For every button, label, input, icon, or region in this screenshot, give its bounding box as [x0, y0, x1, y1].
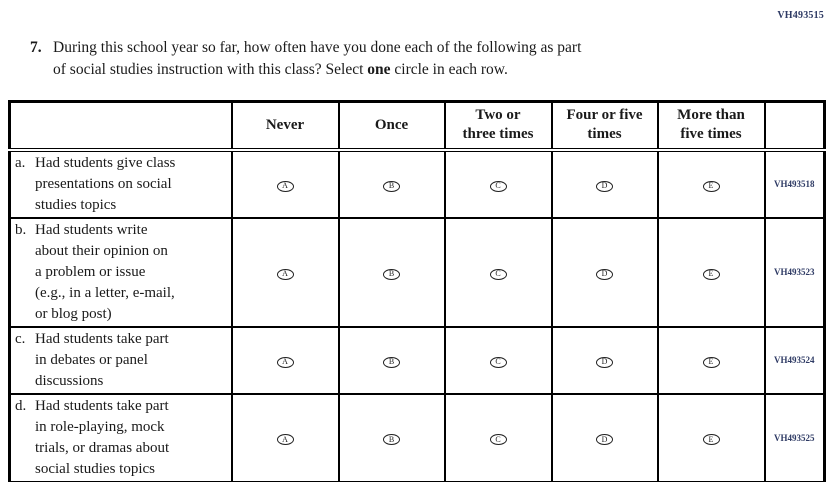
row-c-option-b-circle[interactable]: B: [383, 356, 400, 368]
header-row: Never Once Two or three times Four or fi…: [8, 100, 826, 152]
table-row-b: b. Had students write about their opinion…: [8, 216, 826, 328]
row-b-label: b. Had students write about their opinion…: [8, 216, 233, 328]
page-form-code: VH493515: [777, 10, 824, 21]
row-d-cell-once: B: [337, 392, 446, 482]
row-b-cell-two-three: C: [443, 216, 553, 328]
row-c-option-a-circle[interactable]: A: [276, 356, 294, 368]
header-empty-label: [8, 100, 233, 152]
row-c-cell-two-three: C: [443, 325, 553, 395]
row-d-option-c-circle[interactable]: C: [489, 434, 507, 445]
row-d-label: d. Had students take part in role-playing…: [8, 392, 233, 482]
row-d-cell-more-five: E: [656, 392, 766, 482]
row-c-option-c-circle[interactable]: C: [489, 356, 507, 368]
row-d-cell-two-three: C: [443, 392, 553, 482]
row-a-cell-once: B: [337, 148, 446, 219]
row-a-item-code: VH493518: [763, 148, 826, 219]
row-a-option-a-circle[interactable]: A: [276, 180, 294, 192]
row-c-cell-once: B: [337, 325, 446, 395]
row-d-option-e-circle[interactable]: E: [702, 434, 720, 445]
table-row-a: a. Had students give class presentations …: [8, 148, 826, 219]
row-b-option-c-circle[interactable]: C: [489, 268, 507, 280]
header-four-or-five: Four or five times: [550, 100, 659, 152]
row-c-item-code: VH493524: [763, 325, 826, 395]
row-a-cell-four-five: D: [550, 148, 659, 219]
row-a-label: a. Had students give class presentations …: [8, 148, 233, 219]
question-text: During this school year so far, how ofte…: [53, 37, 581, 81]
question-number: 7.: [30, 39, 42, 56]
row-b-cell-never: A: [230, 216, 340, 328]
row-d-option-d-circle[interactable]: D: [596, 434, 613, 445]
row-a-option-c-circle[interactable]: C: [489, 180, 507, 192]
row-a-option-e-circle[interactable]: E: [702, 180, 720, 192]
row-c-cell-four-five: D: [550, 325, 659, 395]
row-c-label: c. Had students take part in debates or p…: [8, 325, 233, 395]
header-empty-code: [763, 100, 826, 152]
bold-one: one: [367, 61, 391, 78]
row-b-option-b-circle[interactable]: B: [383, 268, 400, 280]
table-row-d: d. Had students take part in role-playing…: [8, 392, 826, 482]
question-line-1: During this school year so far, how ofte…: [53, 39, 582, 56]
row-a-cell-two-three: C: [443, 148, 553, 219]
question-block: 7. During this school year so far, how o…: [30, 37, 730, 81]
response-matrix-table: Never Once Two or three times Four or fi…: [8, 100, 826, 482]
row-c-cell-more-five: E: [656, 325, 766, 395]
row-b-option-a-circle[interactable]: A: [276, 268, 294, 280]
row-b-item-code: VH493523: [763, 216, 826, 328]
row-c-cell-never: A: [230, 325, 340, 395]
header-more-than-five: More than five times: [656, 100, 766, 152]
row-a-option-b-circle[interactable]: B: [383, 180, 400, 192]
row-a-cell-never: A: [230, 148, 340, 219]
header-two-or-three: Two or three times: [443, 100, 553, 152]
row-b-cell-once: B: [337, 216, 446, 328]
row-b-cell-four-five: D: [550, 216, 659, 328]
row-b-cell-more-five: E: [656, 216, 766, 328]
row-b-option-d-circle[interactable]: D: [596, 268, 613, 280]
question-line-2: of social studies instruction with this …: [53, 61, 508, 78]
row-d-item-code: VH493525: [763, 392, 826, 482]
row-d-cell-never: A: [230, 392, 340, 482]
row-b-option-e-circle[interactable]: E: [702, 268, 720, 280]
row-d-option-a-circle[interactable]: A: [276, 434, 294, 445]
row-c-option-e-circle[interactable]: E: [702, 356, 720, 368]
row-d-cell-four-five: D: [550, 392, 659, 482]
row-d-option-b-circle[interactable]: B: [383, 434, 400, 445]
row-a-option-d-circle[interactable]: D: [596, 180, 613, 192]
table-row-c: c. Had students take part in debates or p…: [8, 325, 826, 395]
row-c-option-d-circle[interactable]: D: [596, 356, 613, 368]
header-once: Once: [337, 100, 446, 152]
row-a-cell-more-five: E: [656, 148, 766, 219]
header-never: Never: [230, 100, 340, 152]
